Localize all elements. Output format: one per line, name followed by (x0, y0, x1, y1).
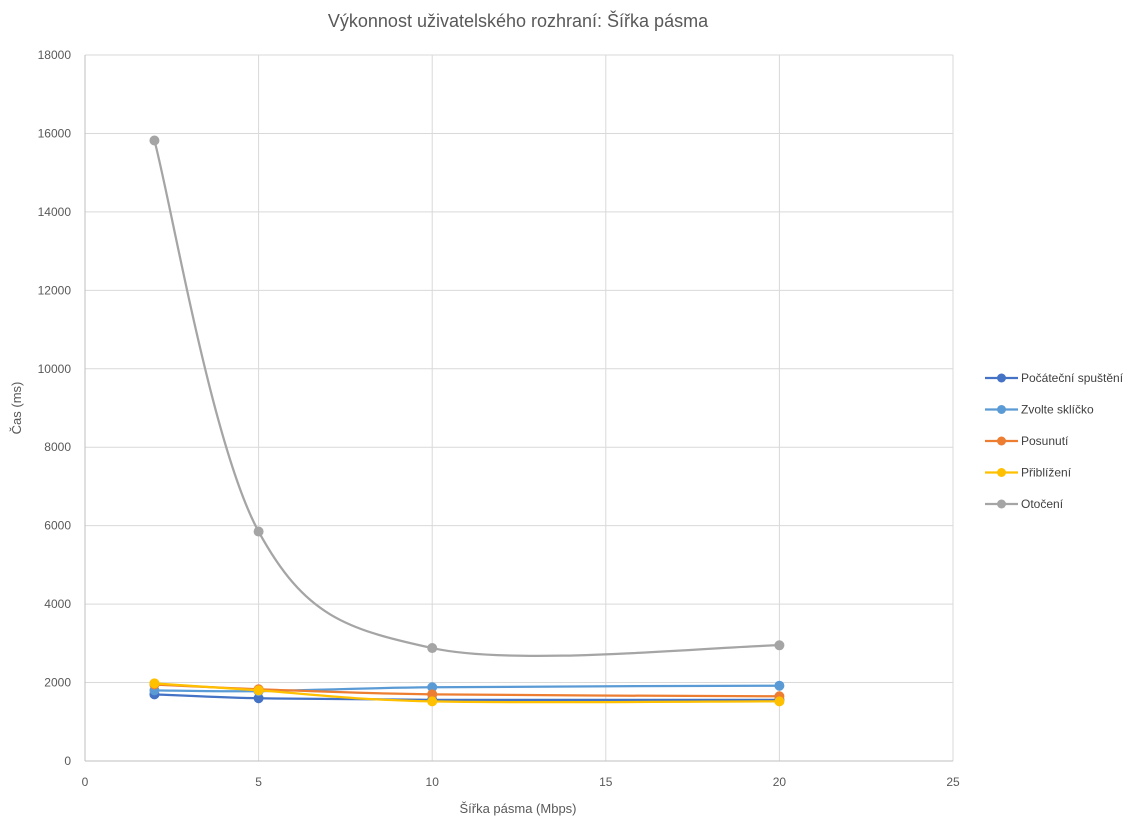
y-axis-title: Čas (ms) (9, 382, 24, 435)
series-group (149, 135, 785, 707)
legend-swatch-marker (997, 436, 1006, 446)
x-tick-label: 20 (773, 775, 787, 789)
legend-item: Přiblížení (985, 466, 1072, 480)
data-point (253, 526, 264, 537)
data-point (149, 678, 160, 689)
y-tick-label: 18000 (38, 48, 72, 62)
data-point (774, 640, 785, 651)
y-tick-label: 14000 (38, 205, 72, 219)
y-tick-label: 16000 (38, 126, 72, 140)
x-axis-title: Šířka pásma (Mbps) (459, 801, 576, 816)
data-point (774, 680, 785, 691)
data-point (149, 135, 160, 146)
series-line (153, 682, 781, 704)
series-line (153, 684, 781, 693)
data-point (253, 685, 264, 696)
y-tick-label: 8000 (44, 440, 71, 454)
legend-label: Přiblížení (1021, 466, 1072, 480)
y-tick-label: 4000 (44, 597, 71, 611)
legend-item: Posunutí (985, 434, 1069, 448)
y-tick-label: 0 (64, 754, 71, 768)
legend: Počáteční spuštění Zvolte sklíčko Posunutí… (985, 371, 1124, 511)
legend-label: Zvolte sklíčko (1021, 403, 1094, 417)
legend-label: Počáteční spuštění (1021, 371, 1124, 385)
legend-label: Posunutí (1021, 434, 1069, 448)
series-4 (149, 678, 785, 707)
series-5 (149, 135, 785, 658)
legend-label: Otočení (1021, 497, 1064, 511)
legend-swatch-marker (997, 373, 1006, 383)
x-tick-label: 25 (946, 775, 960, 789)
series-line (153, 139, 781, 658)
x-tick-label: 0 (82, 775, 89, 789)
y-tick-label: 2000 (44, 676, 71, 690)
data-point (427, 696, 438, 707)
chart-title: Výkonnost uživatelského rozhraní: Šířka … (328, 10, 709, 31)
x-tick-label: 15 (599, 775, 613, 789)
y-tick-label: 10000 (38, 362, 72, 376)
y-tick-label: 12000 (38, 283, 72, 297)
data-point (427, 643, 438, 654)
data-point (774, 696, 785, 707)
legend-item: Počáteční spuštění (985, 371, 1124, 385)
legend-swatch-marker (997, 499, 1006, 509)
legend-swatch-marker (997, 405, 1006, 414)
y-tick-label: 6000 (44, 519, 71, 533)
legend-swatch-marker (997, 468, 1006, 477)
axes: 0 2000 4000 6000 8000 10000 12000 14000 16000 180… (38, 48, 960, 789)
legend-item: Zvolte sklíčko (985, 403, 1094, 417)
x-tick-label: 5 (255, 775, 262, 789)
legend-item: Otočení (985, 497, 1064, 511)
x-tick-label: 10 (426, 775, 440, 789)
